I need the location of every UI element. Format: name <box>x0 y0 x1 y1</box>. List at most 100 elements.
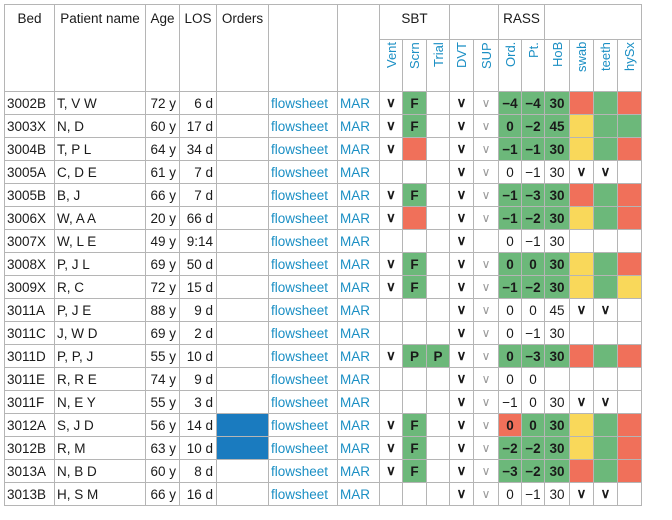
orders-cell[interactable] <box>216 390 269 414</box>
flowsheet-link[interactable]: flowsheet <box>268 160 338 184</box>
flowsheet-link[interactable]: flowsheet <box>268 137 338 161</box>
orders-cell[interactable] <box>216 252 269 276</box>
orders-cell[interactable] <box>216 321 269 345</box>
orders-cell[interactable] <box>216 413 269 437</box>
table-row: 3003X N, D 60 y 17 d flowsheet MAR ∨ F ∨ ∨ 0 −2 45 <box>4 114 642 138</box>
dvt-cell: ∨ <box>449 344 474 368</box>
mar-link[interactable]: MAR <box>337 413 380 437</box>
flowsheet-link[interactable]: flowsheet <box>268 482 338 506</box>
orders-cell[interactable] <box>216 367 269 391</box>
mar-link[interactable]: MAR <box>337 436 380 460</box>
scrn-cell: F <box>402 413 427 437</box>
hob-cell: 30 <box>544 390 570 414</box>
flowsheet-link[interactable]: flowsheet <box>268 229 338 253</box>
flowsheet-link[interactable]: flowsheet <box>268 252 338 276</box>
bed-cell: 3013A <box>4 459 55 483</box>
teeth-cell: ∨ <box>593 160 618 184</box>
hysx-cell <box>617 344 642 368</box>
mar-link[interactable]: MAR <box>337 344 380 368</box>
orders-cell[interactable] <box>216 206 269 230</box>
hysx-cell <box>617 298 642 322</box>
mar-link[interactable]: MAR <box>337 206 380 230</box>
rass-ord-cell: −1 <box>498 183 522 207</box>
flowsheet-link[interactable]: flowsheet <box>268 114 338 138</box>
orders-cell[interactable] <box>216 160 269 184</box>
dvt-cell: ∨ <box>449 321 474 345</box>
trial-cell <box>426 321 450 345</box>
vent-cell: ∨ <box>379 459 403 483</box>
dvt-cell: ∨ <box>449 229 474 253</box>
flowsheet-link[interactable]: flowsheet <box>268 91 338 115</box>
mar-link[interactable]: MAR <box>337 229 380 253</box>
flowsheet-link[interactable]: flowsheet <box>268 206 338 230</box>
header-teeth-label: teeth <box>598 42 613 71</box>
sup-cell: ∨ <box>473 275 499 299</box>
sup-cell: ∨ <box>473 137 499 161</box>
mar-link[interactable]: MAR <box>337 275 380 299</box>
patient-table: Bed Patient name Age LOS Orders SBT RASS… <box>4 4 642 506</box>
flowsheet-link[interactable]: flowsheet <box>268 436 338 460</box>
flowsheet-link[interactable]: flowsheet <box>268 459 338 483</box>
sup-cell: ∨ <box>473 114 499 138</box>
orders-cell[interactable] <box>216 91 269 115</box>
orders-cell[interactable] <box>216 344 269 368</box>
dvt-cell: ∨ <box>449 275 474 299</box>
rass-ord-cell: 0 <box>498 413 522 437</box>
teeth-cell <box>593 275 618 299</box>
mar-link[interactable]: MAR <box>337 160 380 184</box>
hob-cell: 45 <box>544 298 570 322</box>
teeth-cell <box>593 436 618 460</box>
header-scrn: Scrn <box>402 39 427 92</box>
patient-name-cell: W, L E <box>54 229 146 253</box>
age-cell: 60 y <box>145 114 180 138</box>
flowsheet-link[interactable]: flowsheet <box>268 298 338 322</box>
flowsheet-link[interactable]: flowsheet <box>268 413 338 437</box>
flowsheet-link[interactable]: flowsheet <box>268 321 338 345</box>
rass-ord-cell: 0 <box>498 367 522 391</box>
mar-link[interactable]: MAR <box>337 137 380 161</box>
swab-cell: ∨ <box>569 390 594 414</box>
orders-cell[interactable] <box>216 229 269 253</box>
los-cell: 9 d <box>179 367 217 391</box>
vent-cell: ∨ <box>379 114 403 138</box>
mar-link[interactable]: MAR <box>337 91 380 115</box>
bed-cell: 3009X <box>4 275 55 299</box>
los-cell: 10 d <box>179 344 217 368</box>
flowsheet-link[interactable]: flowsheet <box>268 390 338 414</box>
mar-link[interactable]: MAR <box>337 183 380 207</box>
mar-link[interactable]: MAR <box>337 390 380 414</box>
orders-cell[interactable] <box>216 114 269 138</box>
patient-name-cell: J, W D <box>54 321 146 345</box>
flowsheet-link[interactable]: flowsheet <box>268 183 338 207</box>
age-cell: 63 y <box>145 436 180 460</box>
rass-pt-cell: −2 <box>521 436 545 460</box>
orders-cell[interactable] <box>216 137 269 161</box>
orders-cell[interactable] <box>216 298 269 322</box>
orders-cell[interactable] <box>216 436 269 460</box>
mar-link[interactable]: MAR <box>337 114 380 138</box>
flowsheet-link[interactable]: flowsheet <box>268 344 338 368</box>
vent-cell: ∨ <box>379 344 403 368</box>
orders-cell[interactable] <box>216 459 269 483</box>
header-patient-name: Patient name <box>54 4 146 92</box>
mar-link[interactable]: MAR <box>337 459 380 483</box>
vent-cell: ∨ <box>379 137 403 161</box>
orders-cell[interactable] <box>216 183 269 207</box>
mar-link[interactable]: MAR <box>337 252 380 276</box>
mar-link[interactable]: MAR <box>337 367 380 391</box>
hob-cell: 30 <box>544 252 570 276</box>
orders-cell[interactable] <box>216 275 269 299</box>
flowsheet-link[interactable]: flowsheet <box>268 275 338 299</box>
patient-name-cell: N, E Y <box>54 390 146 414</box>
age-cell: 61 y <box>145 160 180 184</box>
mar-link[interactable]: MAR <box>337 298 380 322</box>
vent-cell: ∨ <box>379 183 403 207</box>
rass-pt-cell: −3 <box>521 344 545 368</box>
mar-link[interactable]: MAR <box>337 321 380 345</box>
orders-cell[interactable] <box>216 482 269 506</box>
header-orders: Orders <box>216 4 269 92</box>
mar-link[interactable]: MAR <box>337 482 380 506</box>
flowsheet-link[interactable]: flowsheet <box>268 367 338 391</box>
